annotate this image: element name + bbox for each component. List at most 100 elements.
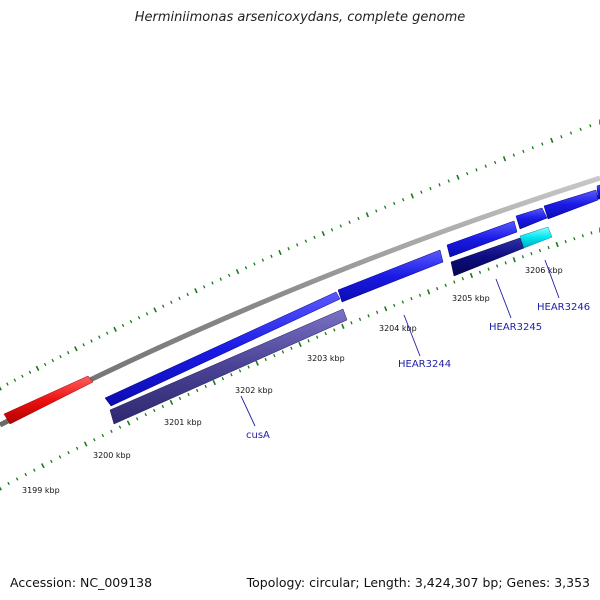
outer-tick-mark — [321, 230, 326, 237]
HEAR3244-leader-line — [403, 314, 421, 357]
outer-tick-mark — [579, 127, 582, 131]
inner-tick-mark — [195, 388, 199, 393]
inner-tick-mark — [33, 468, 36, 472]
outer-tick-mark — [6, 382, 9, 386]
outer-tick-mark — [90, 339, 93, 343]
outer-tick-mark — [365, 212, 370, 218]
outer-tick-mark — [550, 137, 554, 143]
outer-tick-mark — [348, 220, 351, 224]
outer-tick-mark — [153, 307, 157, 313]
outer-tick-mark — [145, 312, 149, 316]
inner-tick-mark — [418, 293, 422, 297]
outer-tick-mark — [420, 190, 423, 194]
inner-tick-mark — [384, 306, 388, 312]
outer-tick-mark — [475, 168, 478, 172]
gene-cusA[interactable] — [109, 308, 348, 425]
outer-tick-mark — [484, 164, 487, 168]
inner-tick-mark — [153, 408, 156, 413]
inner-tick-mark — [255, 360, 259, 366]
outer-tick-mark — [531, 146, 534, 150]
gene-blue-small[interactable] — [515, 207, 548, 230]
gene-blue-right[interactable] — [543, 189, 599, 220]
accession-text: Accession: NC_009138 — [10, 575, 153, 590]
outer-tick-mark — [278, 249, 282, 256]
gene-label-HEAR3244[interactable]: HEAR3244 — [398, 359, 451, 370]
outer-tick-mark — [339, 224, 342, 228]
gene-HEAR3246[interactable] — [519, 226, 553, 249]
gene-red-arrow[interactable] — [3, 375, 94, 425]
outer-tick-mark — [43, 362, 47, 367]
inner-tick-mark — [83, 441, 88, 447]
inner-tick-mark — [273, 354, 276, 358]
inner-tick-mark — [341, 323, 345, 330]
outer-tick-mark — [235, 268, 240, 275]
outer-tick-mark — [113, 326, 117, 332]
inner-tick-mark — [401, 300, 405, 304]
outer-tick-mark — [178, 296, 181, 301]
outer-tick-mark — [66, 351, 70, 355]
gene-label-HEAR3245[interactable]: HEAR3245 — [489, 322, 542, 333]
inner-tick-mark — [50, 459, 53, 463]
outer-tick-mark — [202, 285, 206, 289]
gene-blue-large[interactable] — [104, 291, 341, 407]
outer-tick-mark — [560, 135, 563, 139]
outer-tick-mark — [384, 205, 387, 209]
outer-tick-mark — [0, 386, 2, 391]
tick-label-3201: 3201 kbp — [164, 418, 202, 427]
inner-tick-mark — [426, 289, 431, 295]
outer-tick-mark — [541, 142, 544, 146]
inner-tick-mark — [58, 455, 62, 459]
outer-tick-ring — [0, 119, 600, 391]
inner-tick-mark — [478, 270, 482, 274]
inner-tick-mark — [187, 392, 190, 397]
gene-blue-edge[interactable] — [596, 184, 600, 200]
inner-tick-mark — [435, 286, 439, 291]
inner-tick-ring — [0, 227, 600, 491]
inner-tick-mark — [93, 438, 96, 442]
tick-label-3204: 3204 kbp — [379, 324, 417, 333]
outer-tick-mark — [162, 304, 165, 308]
outer-tick-mark — [21, 374, 24, 378]
outer-tick-mark — [287, 247, 290, 251]
outer-tick-mark — [330, 228, 334, 232]
gene-blue-upper[interactable] — [446, 220, 518, 258]
outer-tick-mark — [429, 186, 432, 191]
outer-tick-mark — [35, 365, 40, 371]
outer-tick-mark — [13, 378, 17, 382]
inner-tick-mark — [238, 369, 242, 373]
inner-tick-mark — [333, 328, 336, 332]
inner-tick-mark — [110, 429, 113, 433]
inner-tick-mark — [40, 463, 45, 469]
gene-label-HEAR3246[interactable]: HEAR3246 — [537, 302, 590, 313]
cusA-leader-line — [240, 395, 256, 427]
outer-tick-mark — [261, 258, 265, 262]
outer-tick-mark — [253, 262, 256, 266]
inner-tick-mark — [375, 310, 379, 314]
outer-tick-mark — [522, 149, 525, 154]
inner-tick-mark — [358, 317, 362, 321]
gene-label-cusA[interactable]: cusA — [246, 430, 270, 441]
inner-tick-mark — [504, 261, 507, 265]
tick-label-3199: 3199 kbp — [22, 486, 60, 495]
genome-backbone — [0, 175, 600, 428]
outer-tick-mark — [51, 358, 55, 363]
inner-tick-mark — [590, 231, 593, 235]
inner-tick-mark — [564, 239, 567, 244]
outer-tick-mark — [170, 300, 173, 304]
inner-tick-mark — [204, 384, 207, 389]
tick-label-3206: 3206 kbp — [525, 266, 563, 275]
inner-tick-mark — [555, 241, 559, 248]
inner-tick-mark — [75, 446, 79, 450]
outer-tick-mark — [105, 331, 109, 335]
tick-label-3205: 3205 kbp — [452, 294, 490, 303]
outer-tick-mark — [304, 239, 308, 243]
gene-blue-mid[interactable] — [337, 249, 444, 303]
inner-tick-mark — [221, 377, 225, 381]
outer-tick-mark — [74, 346, 78, 352]
inner-tick-mark — [444, 283, 447, 287]
outer-tick-mark — [357, 216, 360, 221]
outer-tick-mark — [28, 370, 32, 374]
inner-tick-mark — [512, 257, 516, 263]
inner-tick-mark — [350, 321, 353, 325]
inner-tick-mark — [101, 433, 105, 438]
